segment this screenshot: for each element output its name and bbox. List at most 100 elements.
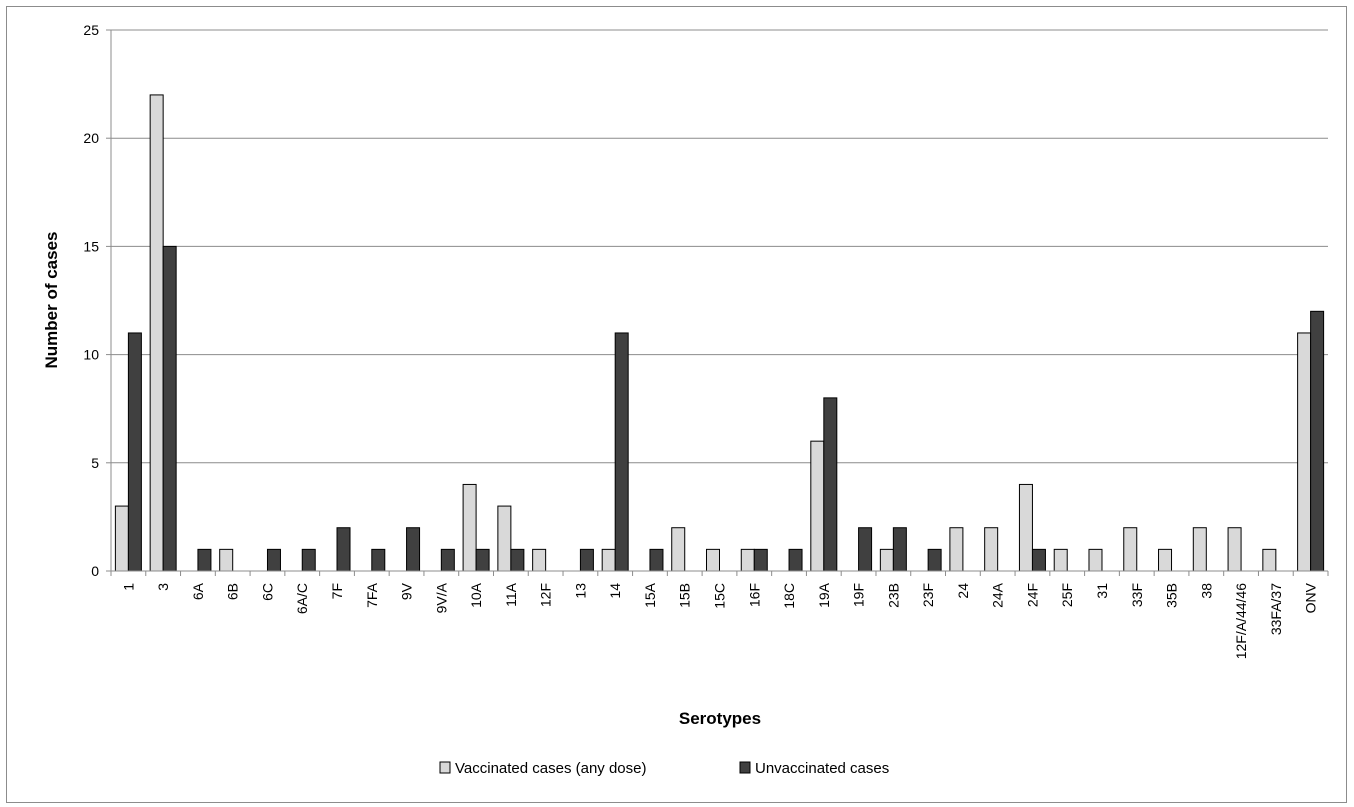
legend: Vaccinated cases (any dose) Unvaccinated … [439, 760, 889, 777]
bar-vaccinated [1088, 548, 1103, 572]
bar-unvaccinated [649, 548, 664, 572]
bar-vaccinated [497, 505, 512, 572]
bar-unvaccinated [406, 527, 421, 572]
bar-unvaccinated [371, 548, 386, 572]
x-tick-label: 12F/A/44/46 [1233, 583, 1249, 659]
x-tick-labels: 1 3 6A 6B 6C 6A/C 7F 7FA 9V 9V/A 10A 11A 12F 13 14 15A 1… [120, 582, 1318, 659]
bar-unvaccinated [579, 548, 594, 572]
bar-unvaccinated [788, 548, 803, 572]
bar-vaccinated [740, 548, 755, 572]
bar-unvaccinated [927, 548, 942, 572]
x-tick-label: 19A [816, 582, 832, 608]
x-tick-label: 35B [1164, 583, 1180, 608]
y-tick-label: 20 [83, 130, 99, 146]
bar-unvaccinated [753, 548, 768, 572]
x-tick-label: ONV [1303, 582, 1319, 613]
y-tick-labels: 0 5 10 15 20 25 [83, 22, 99, 579]
x-tick-label: 25F [1059, 583, 1075, 607]
x-tick-label: 24 [955, 583, 971, 599]
x-tick-label: 14 [607, 583, 623, 599]
bar-vaccinated [601, 548, 616, 572]
x-tick-label: 7FA [364, 582, 380, 608]
x-tick-label: 16F [746, 583, 762, 607]
bar-vaccinated [532, 548, 547, 572]
bar-unvaccinated [510, 548, 525, 572]
x-tick-label: 7F [329, 583, 345, 599]
legend-swatch [439, 761, 451, 774]
bar-unvaccinated [892, 527, 907, 572]
x-tick-label: 23F [920, 583, 936, 607]
x-tick-label: 15C [712, 583, 728, 609]
y-axis-title: Number of cases [42, 232, 61, 369]
bar-vaccinated [1227, 527, 1242, 572]
bar-unvaccinated [266, 548, 281, 572]
bar-vaccinated [462, 483, 477, 572]
bar-vaccinated [1018, 483, 1033, 572]
bar-unvaccinated [858, 527, 873, 572]
legend-label: Unvaccinated cases [755, 760, 889, 777]
x-tick-label: 15A [642, 582, 658, 608]
x-tick-label: 23B [885, 583, 901, 608]
legend-label: Vaccinated cases (any dose) [455, 760, 647, 777]
bar-unvaccinated [336, 527, 351, 572]
bar-unvaccinated [614, 332, 629, 572]
x-tick-label: 11A [503, 582, 519, 607]
bar-unvaccinated [162, 245, 177, 572]
x-tick-label: 6A/C [294, 583, 310, 614]
x-tick-label: 15B [677, 583, 693, 608]
x-tick-label: 9V/A [433, 582, 449, 613]
x-tick-label: 31 [1094, 583, 1110, 599]
bars [114, 94, 1325, 572]
y-tick-label: 15 [83, 238, 99, 254]
axes [106, 29, 1329, 576]
bar-vaccinated [984, 527, 999, 572]
bar-unvaccinated [1031, 548, 1046, 572]
bar-unvaccinated [127, 332, 142, 572]
bar-vaccinated [149, 94, 164, 572]
x-tick-label: 10A [468, 582, 484, 608]
bar-unvaccinated [823, 397, 838, 572]
y-tick-label: 0 [91, 563, 99, 579]
bar-unvaccinated [197, 548, 212, 572]
x-tick-label: 6B [225, 583, 241, 600]
x-tick-label: 1 [120, 583, 136, 591]
x-tick-label: 9V [399, 582, 415, 600]
x-tick-label: 13 [572, 583, 588, 599]
y-tick-label: 5 [91, 455, 99, 471]
bar-vaccinated [219, 548, 234, 572]
bar-vaccinated [1053, 548, 1068, 572]
bar-vaccinated [810, 440, 825, 572]
bar-vaccinated [671, 527, 686, 572]
chart-frame [6, 6, 1347, 803]
x-tick-label: 18C [781, 583, 797, 609]
x-tick-label: 33F [1129, 583, 1145, 607]
x-tick-label: 12F [538, 583, 554, 607]
bar-unvaccinated [301, 548, 316, 572]
x-axis-title: Serotypes [679, 709, 761, 728]
x-tick-label: 33FA/37 [1268, 583, 1284, 635]
x-tick-label: 3 [155, 583, 171, 591]
bar-vaccinated [1123, 527, 1138, 572]
bar-vaccinated [114, 505, 129, 572]
bar-vaccinated [1192, 527, 1207, 572]
bar-vaccinated [949, 527, 964, 572]
x-tick-label: 19F [851, 583, 867, 607]
bar-vaccinated [706, 548, 720, 572]
bar-vaccinated [879, 548, 894, 572]
bar-vaccinated [1262, 548, 1277, 572]
x-tick-label: 24F [1024, 583, 1040, 607]
bar-vaccinated [1158, 548, 1173, 572]
x-tick-label: 6C [259, 583, 275, 601]
bar-unvaccinated [475, 548, 490, 572]
y-tick-label: 10 [83, 347, 99, 363]
bar-unvaccinated [1310, 310, 1325, 572]
x-tick-label: 6A [190, 582, 206, 600]
bar-vaccinated [1297, 332, 1312, 572]
y-tick-label: 25 [83, 22, 99, 38]
legend-swatch [739, 761, 751, 774]
bar-unvaccinated [440, 548, 455, 572]
x-tick-label: 24A [990, 582, 1006, 608]
gridlines [111, 29, 1328, 464]
x-tick-label: 38 [1198, 583, 1214, 599]
